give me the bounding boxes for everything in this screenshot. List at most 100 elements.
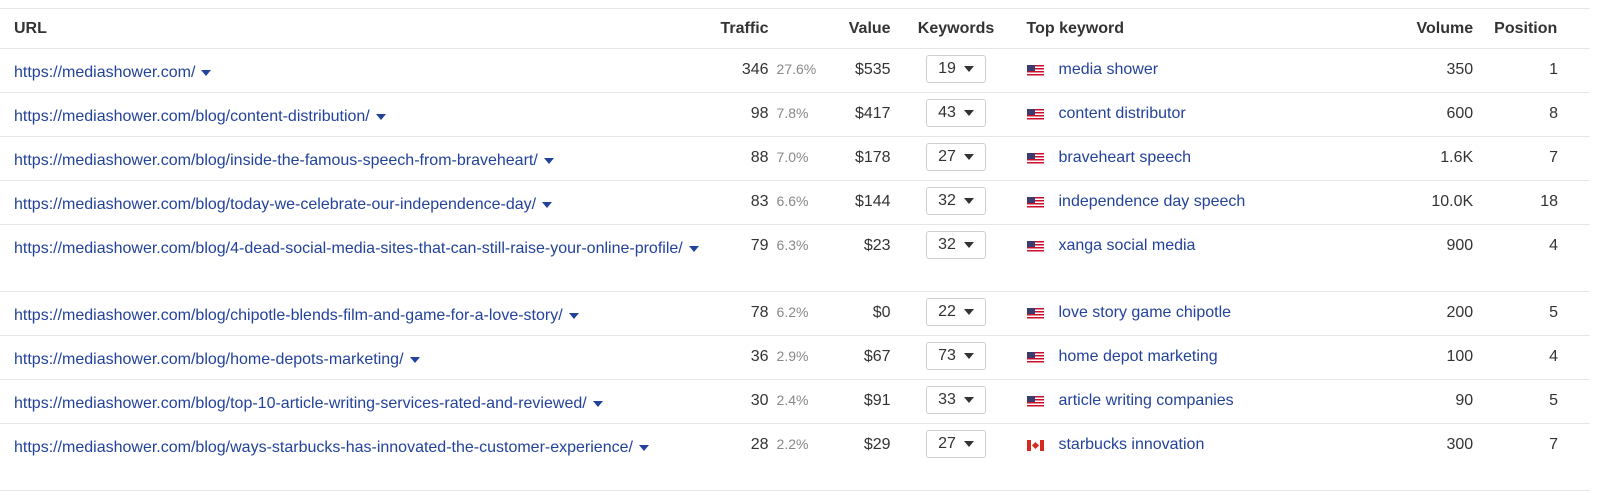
page-url-link[interactable]: https://mediashower.com/ [14,64,196,81]
url-cell: https://mediashower.com/blog/inside-the-… [0,136,715,181]
top-keyword-link[interactable]: braveheart speech [1058,149,1192,166]
traffic-cell: 98 7.8% [714,92,833,137]
top-keyword-link[interactable]: xanga social media [1058,237,1196,254]
top-keyword-cell: home depot marketing [1007,335,1389,380]
top-keyword-cell: content distributor [1007,92,1389,137]
traffic-value: 78 [750,304,769,321]
url-dropdown-caret-icon[interactable] [201,69,212,76]
position-value: 7 [1549,436,1558,453]
keywords-dropdown[interactable]: 32 [926,187,987,215]
value-cell: $23 [832,224,905,292]
page-url-link[interactable]: https://mediashower.com/blog/chipotle-bl… [14,307,563,324]
column-header-position-label[interactable]: Position [1494,19,1558,37]
traffic-value: 83 [750,193,769,210]
keywords-dropdown[interactable]: 33 [926,386,987,414]
keywords-dropdown[interactable]: 27 [926,430,987,458]
column-header-url[interactable]: URL [0,9,715,49]
position-value: 4 [1549,237,1558,254]
volume-value: 200 [1446,304,1474,321]
column-header-top-keyword-label[interactable]: Top keyword [1026,19,1124,37]
url-cell: https://mediashower.com/blog/chipotle-bl… [0,291,715,336]
value-cell: $535 [832,48,905,93]
column-header-value-label[interactable]: Value [848,19,891,37]
column-header-position[interactable]: Position [1491,9,1590,49]
top-keyword-cell: braveheart speech [1007,136,1389,181]
keywords-cell: 43 [904,92,1008,137]
keywords-dropdown[interactable]: 22 [926,298,987,326]
top-keyword-link[interactable]: independence day speech [1058,193,1246,210]
chevron-down-icon [963,198,974,204]
page-url-link[interactable]: https://mediashower.com/blog/home-depots… [14,351,404,368]
traffic-cell: 83 6.6% [714,180,833,225]
page-url-link[interactable]: https://mediashower.com/blog/ways-starbu… [14,439,633,456]
url-dropdown-caret-icon[interactable] [543,157,554,164]
volume-cell: 10.0K [1388,180,1492,225]
page-url-link[interactable]: https://mediashower.com/blog/top-10-arti… [14,395,587,412]
us-flag-icon [1027,240,1045,252]
keywords-count: 73 [938,347,956,364]
page-url-link[interactable]: https://mediashower.com/blog/4-dead-soci… [14,240,683,257]
top-keyword-link[interactable]: content distributor [1058,105,1186,122]
page-url-link[interactable]: https://mediashower.com/blog/today-we-ce… [14,196,537,213]
keywords-dropdown[interactable]: 43 [926,99,987,127]
traffic-percent: 2.2% [776,436,809,452]
column-header-keywords[interactable]: Keywords [904,9,1008,49]
chevron-down-icon [963,154,974,160]
keywords-cell: 73 [904,335,1008,380]
volume-value: 900 [1446,237,1474,254]
top-keyword-link[interactable]: home depot marketing [1058,348,1218,365]
column-header-volume[interactable]: Volume [1388,9,1492,49]
value-cell: $67 [832,335,905,380]
value-cell: $144 [832,180,905,225]
url-dropdown-caret-icon[interactable] [592,400,603,407]
top-keyword-link[interactable]: love story game chipotle [1058,304,1232,321]
traffic-cell: 346 27.6% [714,48,833,93]
url-dropdown-caret-icon[interactable] [568,312,579,319]
position-value: 5 [1549,304,1558,321]
us-flag-icon [1027,64,1045,76]
value-amount: $144 [854,193,891,210]
keywords-dropdown[interactable]: 27 [926,143,987,171]
keywords-count: 27 [938,435,956,452]
keywords-dropdown[interactable]: 32 [926,231,987,259]
url-dropdown-caret-icon[interactable] [542,201,553,208]
top-keyword-link[interactable]: media shower [1058,61,1159,78]
url-dropdown-caret-icon[interactable] [375,113,386,120]
url-dropdown-caret-icon[interactable] [409,356,420,363]
traffic-percent: 27.6% [776,61,817,77]
us-flag-icon [1027,152,1045,164]
chevron-down-icon [963,110,974,116]
top-keyword-link[interactable]: starbucks innovation [1058,436,1205,453]
page-url-link[interactable]: https://mediashower.com/blog/content-dis… [14,108,370,125]
value-cell: $29 [832,423,905,491]
page-url-link[interactable]: https://mediashower.com/blog/inside-the-… [14,152,538,169]
column-header-value[interactable]: Value [832,9,905,49]
column-header-volume-label[interactable]: Volume [1416,19,1474,37]
top-keyword-link[interactable]: article writing companies [1058,392,1234,409]
position-cell: 7 [1491,423,1590,491]
column-header-top-keyword[interactable]: Top keyword [1007,9,1389,49]
value-amount: $0 [872,304,891,321]
traffic-value: 346 [741,61,769,78]
traffic-percent: 6.3% [776,237,809,253]
top-keyword-cell: media shower [1007,48,1389,93]
url-cell: https://mediashower.com/blog/ways-starbu… [0,423,715,491]
column-header-traffic-label[interactable]: Traffic [720,19,769,37]
table-row: https://mediashower.com/blog/4-dead-soci… [0,224,1590,292]
value-amount: $417 [854,105,891,122]
table-row: https://mediashower.com/blog/chipotle-bl… [0,291,1590,336]
position-value: 1 [1549,61,1558,78]
keywords-dropdown[interactable]: 19 [926,55,987,83]
position-cell: 1 [1491,48,1590,93]
url-cell: https://mediashower.com/blog/today-we-ce… [0,180,715,225]
volume-value: 300 [1446,436,1474,453]
column-header-traffic[interactable]: Traffic [714,9,833,49]
keywords-dropdown[interactable]: 73 [926,342,987,370]
top-keyword-cell: love story game chipotle [1007,291,1389,336]
url-dropdown-caret-icon[interactable] [638,444,649,451]
traffic-percent: 6.2% [776,304,809,320]
url-dropdown-caret-icon[interactable] [688,245,699,252]
traffic-cell: 88 7.0% [714,136,833,181]
volume-cell: 600 [1388,92,1492,137]
table-row: https://mediashower.com/blog/content-dis… [0,92,1590,137]
